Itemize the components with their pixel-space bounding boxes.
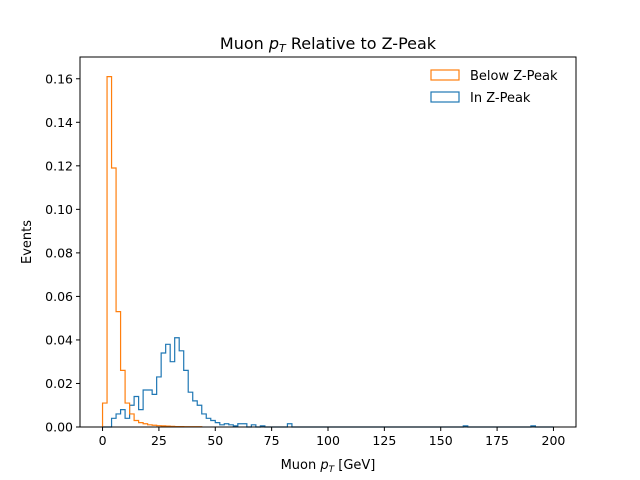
y-tick-label: 0.10: [45, 202, 73, 217]
legend-swatch: [430, 91, 460, 103]
x-tick-label: 25: [151, 433, 167, 448]
histogram-series-below-z-peak: [101, 75, 203, 428]
x-axis: 0 25 50 75 100 125 150 175 200: [99, 427, 566, 448]
legend-label: In Z-Peak: [470, 91, 531, 106]
chart-title: Muon pT Relative to Z-Peak: [220, 34, 437, 55]
x-tick-label: 150: [429, 433, 453, 448]
y-tick-label: 0.14: [45, 115, 73, 130]
histogram-series-in-z-peak: [102, 337, 554, 428]
x-tick-label: 75: [264, 433, 280, 448]
x-axis-label: Muon pT [GeV]: [281, 458, 376, 475]
legend: Below Z-Peak In Z-Peak: [430, 69, 558, 106]
legend-swatch: [430, 69, 460, 81]
y-axis: 0.00 0.02 0.04 0.06 0.08 0.10 0.12 0.14 0.16: [45, 71, 80, 435]
y-tick-label: 0.16: [45, 71, 73, 86]
x-tick-label: 125: [372, 433, 396, 448]
x-tick-label: 200: [542, 433, 566, 448]
y-tick-label: 0.04: [45, 332, 73, 347]
x-tick-label: 175: [485, 433, 509, 448]
y-tick-label: 0.06: [45, 289, 73, 304]
y-axis-label: Events: [20, 220, 35, 264]
x-tick-label: 0: [99, 433, 107, 448]
legend-label: Below Z-Peak: [470, 69, 558, 84]
axes-frame: [79, 56, 577, 428]
y-tick-label: 0.12: [45, 158, 73, 173]
y-tick-label: 0.00: [45, 420, 73, 435]
x-tick-label: 50: [207, 433, 223, 448]
y-tick-label: 0.08: [45, 245, 73, 260]
plot-area: [101, 75, 554, 428]
x-tick-label: 100: [316, 433, 340, 448]
y-tick-label: 0.02: [45, 376, 73, 391]
